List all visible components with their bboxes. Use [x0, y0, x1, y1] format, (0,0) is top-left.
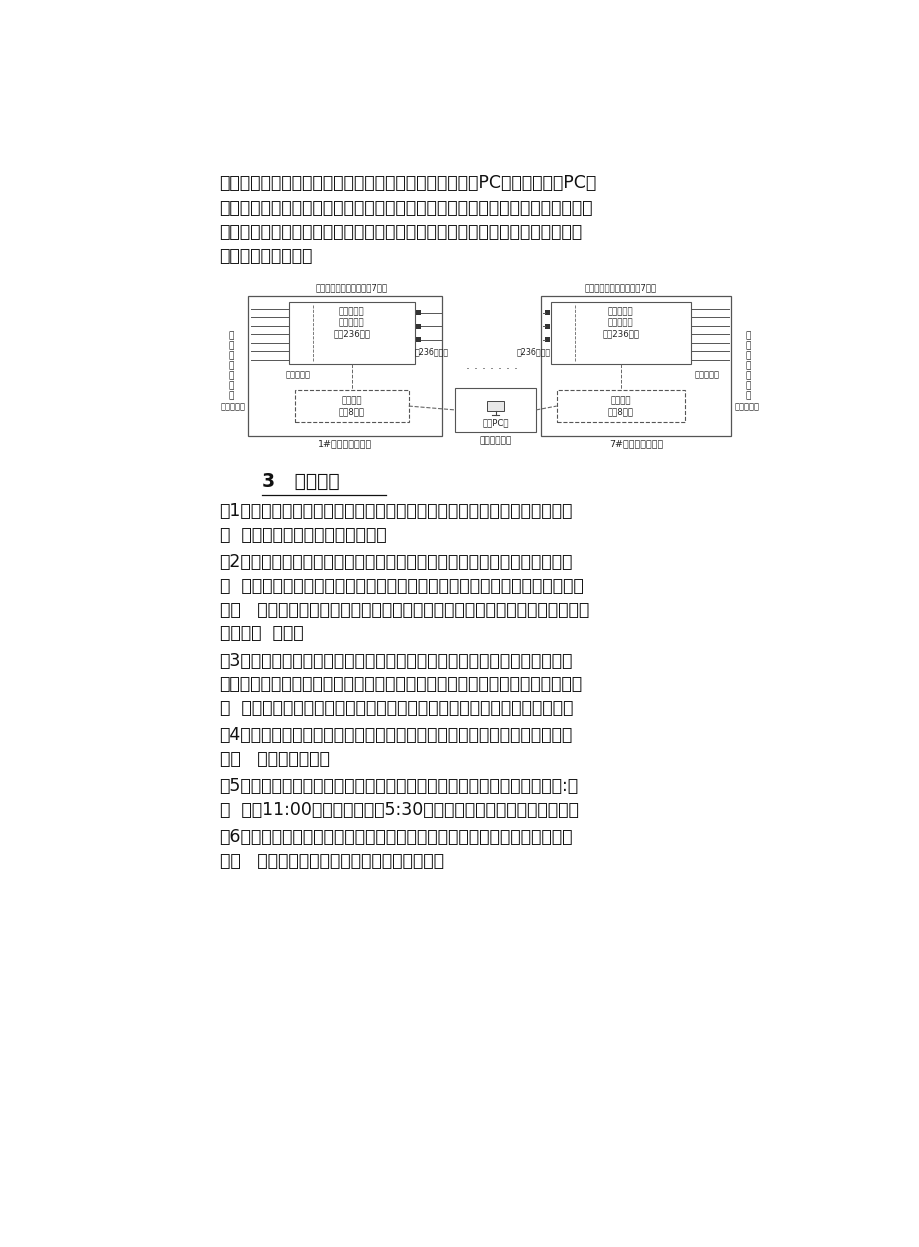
Bar: [454, 388, 536, 433]
Text: （5）定时统一停送电。在需要集中停送电的时候，可进行定时设置，比如:学: （5）定时统一停送电。在需要集中停送电的时候，可进行定时设置，比如:学: [220, 777, 578, 796]
Bar: [544, 324, 550, 329]
Text: 来进行控制，如果某个房间用水预付费不足，系统就会自动将其房间的电关断，即: 来进行控制，如果某个房间用水预付费不足，系统就会自动将其房间的电关断，即: [220, 198, 593, 217]
Bar: [289, 302, 414, 364]
Bar: [415, 324, 420, 329]
Text: 水表信号线: 水表信号线: [733, 403, 758, 412]
Bar: [486, 400, 504, 410]
Text: 每层一个三相总开关（共7层）: 每层一个三相总开关（共7层）: [315, 283, 388, 292]
Text: 每
楼
进
线
总
开
关: 每 楼 进 线 总 开 关: [744, 332, 750, 400]
Text: 共236个回路: 共236个回路: [516, 348, 550, 357]
Text: 管理PC机: 管理PC机: [482, 419, 508, 428]
Text: 每
楼
进
线
总
开
关: 每 楼 进 线 总 开 关: [228, 332, 233, 400]
Text: 共236个回路: 共236个回路: [414, 348, 448, 357]
Text: 理智能控制系统。该系统通过通讯线将水表的数据采集到PC机，然后通过PC机: 理智能控制系统。该系统通过通讯线将水表的数据采集到PC机，然后通过PC机: [220, 175, 596, 192]
Bar: [544, 311, 550, 315]
Bar: [415, 311, 420, 315]
Text: 成学生生活的不便。: 成学生生活的不便。: [220, 247, 312, 266]
Text: （2）退房、换房管理。用户输入公寓号、房间号后，系统自动提供此房间总: （2）退房、换房管理。用户输入公寓号、房间号后，系统自动提供此房间总: [220, 554, 573, 571]
Bar: [415, 338, 420, 343]
Text: （4）短路保护。在用电出现意外的情况下，安装在用户表下方的空开马上跳: （4）短路保护。在用电出现意外的情况下，安装在用户表下方的空开马上跳: [220, 726, 573, 744]
Text: 微型电子表
集装计量箱
（共236只）: 微型电子表 集装计量箱 （共236只）: [333, 308, 369, 338]
Text: 校  晚上11:00统一停电，早上5:30统一送电，学校放假统一停电等。: 校 晚上11:00统一停电，早上5:30统一送电，学校放假统一停电等。: [220, 801, 578, 819]
Text: 3   系统功能: 3 系统功能: [262, 471, 339, 490]
Text: 同的补助电量，按月进行添加，系统自动记录补助电量添加情况。如该房间免费: 同的补助电量，按月进行添加，系统自动记录补助电量添加情况。如该房间免费: [220, 675, 582, 693]
Text: 量，   系统自动完成退换房金额计算、剩余电量处理等功能，退换房历史信息也: 量， 系统自动完成退换房金额计算、剩余电量处理等功能，退换房历史信息也: [220, 601, 588, 619]
Bar: [248, 296, 441, 436]
Text: 管理控制中心: 管理控制中心: [479, 436, 511, 445]
Text: 购  电量、总补助电量、剩余电量等信息，用户查看后输入退换房电量、保留电: 购 电量、总补助电量、剩余电量等信息，用户查看后输入退换房电量、保留电: [220, 577, 583, 595]
Text: 水表信号线: 水表信号线: [220, 403, 245, 412]
Text: 1#公寓一层配电室: 1#公寓一层配电室: [318, 439, 372, 448]
Text: 电，   后用电，售电数据实时传输至计量系统。: 电， 后用电，售电数据实时传输至计量系统。: [220, 852, 443, 869]
Text: 电表信号线: 电表信号线: [694, 370, 719, 379]
Text: 7#公寓一层配电室: 7#公寓一层配电室: [608, 439, 663, 448]
Text: 理  责任，保证系统运行管理安全。: 理 责任，保证系统运行管理安全。: [220, 526, 386, 544]
Text: 每层一个三相总开关（共7层）: 每层一个三相总开关（共7层）: [584, 283, 656, 292]
Text: 开，   防止事故发生。: 开， 防止事故发生。: [220, 749, 329, 768]
Text: 微型电子表
集装计量箱
（共236只）: 微型电子表 集装计量箱 （共236只）: [602, 308, 639, 338]
Bar: [556, 390, 684, 423]
Text: （3）月补电量管理。用户可以根据房间居住学生数目的不同设置每个房间不: （3）月补电量管理。用户可以根据房间居住学生数目的不同设置每个房间不: [220, 651, 573, 670]
Text: . . . . . . .: . . . . . . .: [465, 359, 517, 372]
Text: 通过电来控制房间水的使用。这样管理将更加方便、更加人性化，不会因停水造: 通过电来控制房间水的使用。这样管理将更加方便、更加人性化，不会因停水造: [220, 223, 582, 241]
Text: （1）管理员权限分配。系统可以分配不同的管理级别和权限，有利于明确管: （1）管理员权限分配。系统可以分配不同的管理级别和权限，有利于明确管: [220, 503, 573, 520]
Text: 电表信号线: 电表信号线: [285, 370, 311, 379]
Bar: [540, 296, 731, 436]
Bar: [294, 390, 408, 423]
Text: 采集器箱
（共8只）: 采集器箱 （共8只）: [338, 397, 364, 416]
Text: 可查询、  打印。: 可查询、 打印。: [220, 625, 303, 642]
Bar: [550, 302, 690, 364]
Text: （6）预收费管理。该系统采用预收费管理在计算机上进行预售电，学生先买: （6）预收费管理。该系统采用预收费管理在计算机上进行预售电，学生先买: [220, 828, 573, 845]
Text: 采集器箱
（共8只）: 采集器箱 （共8只）: [607, 397, 633, 416]
Bar: [544, 338, 550, 343]
Text: 电  量未用完，剩余电量自动转入下月，补助电量添加历史记录可查询打印。: 电 量未用完，剩余电量自动转入下月，补助电量添加历史记录可查询打印。: [220, 700, 573, 717]
